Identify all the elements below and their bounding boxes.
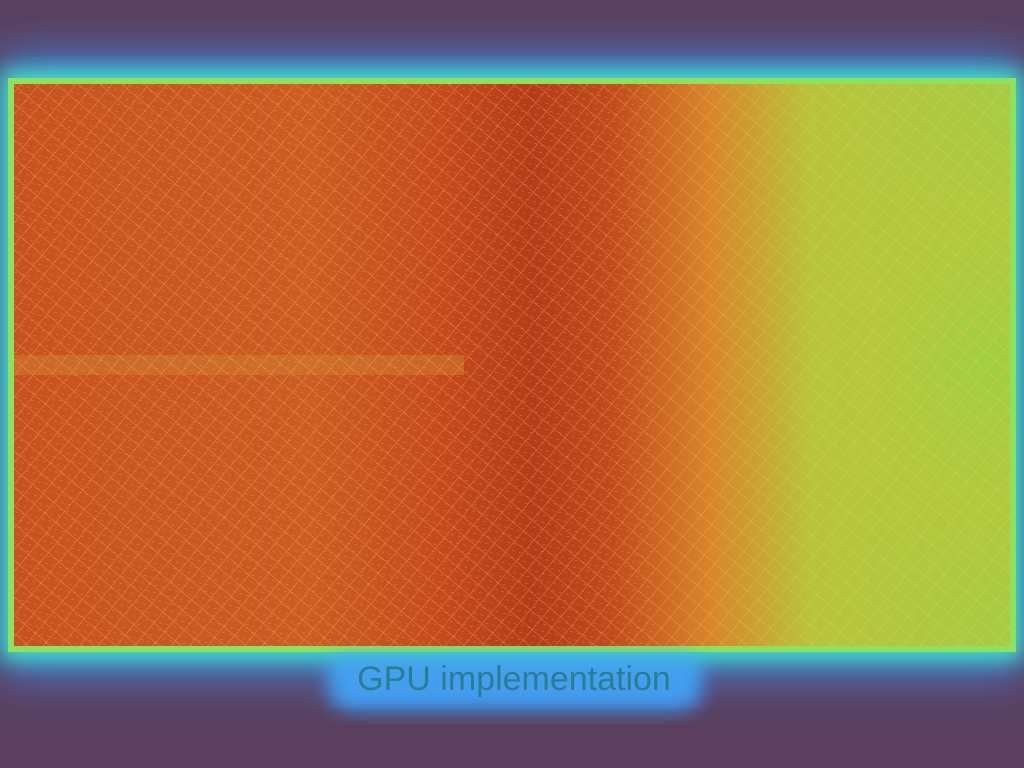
mesh-fine [14,84,654,646]
caption: GPU implementation [357,660,671,698]
caption-bg [335,655,695,700]
